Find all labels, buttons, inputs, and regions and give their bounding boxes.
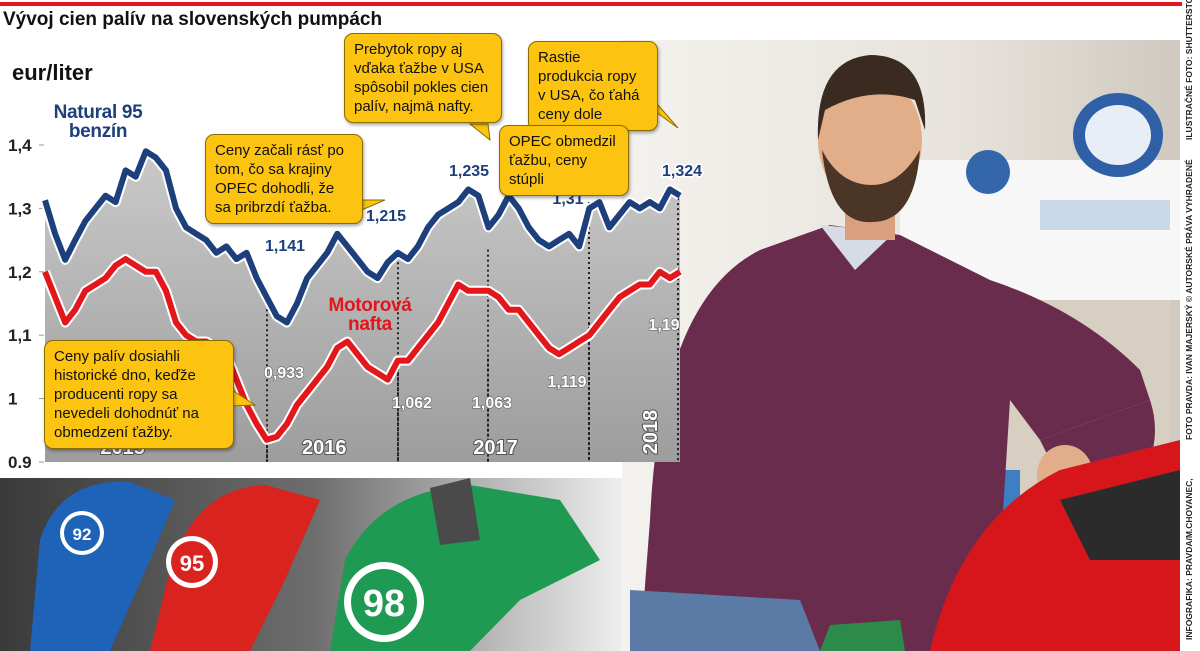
annotation-label: 1,062 [392, 395, 432, 412]
title: Vývoj cien palív na slovenských pumpách [3, 9, 382, 30]
annotation-label: 1,063 [472, 395, 512, 412]
annotation-label: 1,141 [265, 238, 305, 255]
credit: ILUSTRAČNÉ FOTO: SHUTTERSTOCK [1183, 0, 1194, 140]
top-rule [0, 2, 1182, 6]
y-tick-label: 0.9 [8, 453, 32, 472]
line [42, 148, 682, 326]
credit: INFOGRAFIKA: PRAVDA/M.CHOVANEC, [1184, 478, 1194, 640]
series-label: Natural 95 benzín [53, 102, 143, 142]
photo-nozzles [0, 478, 622, 651]
callout: OPEC obmedzil ťažbu, ceny stúpli [499, 125, 629, 196]
annotation-label: 1,324 [662, 163, 702, 180]
annotation-label: 1,235 [449, 163, 489, 180]
y-tick-label: 1,2 [8, 263, 32, 282]
x-tick-label: 2016 [302, 437, 347, 459]
callout: Ceny začali rásť po tom, čo sa krajiny O… [205, 134, 363, 224]
nozzle-label: 95 [180, 551, 204, 576]
annotation-label: 1,119 [547, 374, 586, 391]
annotation-label: 0,933 [264, 365, 304, 382]
annotation-label: 1,215 [366, 208, 406, 225]
y-axis-label: eur/liter [12, 60, 93, 85]
y-tick-label: 1 [8, 390, 17, 409]
x-tick-label: 2017 [473, 437, 518, 459]
series-label: Motorová nafta [328, 295, 412, 335]
photo-man [622, 40, 1180, 651]
nozzle-label: 92 [73, 525, 92, 544]
nozzle-label: 98 [363, 583, 405, 625]
callout: Rastie produkcia ropy v USA, čo ťahá cen… [528, 41, 658, 131]
callout: Ceny palív dosiahli historické dno, keďž… [44, 340, 234, 449]
callout-pointer [468, 123, 491, 142]
y-tick-label: 1,3 [8, 199, 32, 218]
y-tick-label: 1,4 [8, 136, 32, 155]
annotation-label: 1,19 [648, 317, 679, 334]
x-tick-label: 2018 [640, 410, 662, 455]
callout: Prebytok ropy aj vďaka ťažbe v USA spôso… [344, 33, 502, 123]
credit: FOTO PRAVDA: IVAN MAJERSKÝ © AUTORSKÉ PR… [1183, 159, 1194, 440]
y-tick-label: 1,1 [8, 326, 32, 345]
line [42, 256, 682, 443]
